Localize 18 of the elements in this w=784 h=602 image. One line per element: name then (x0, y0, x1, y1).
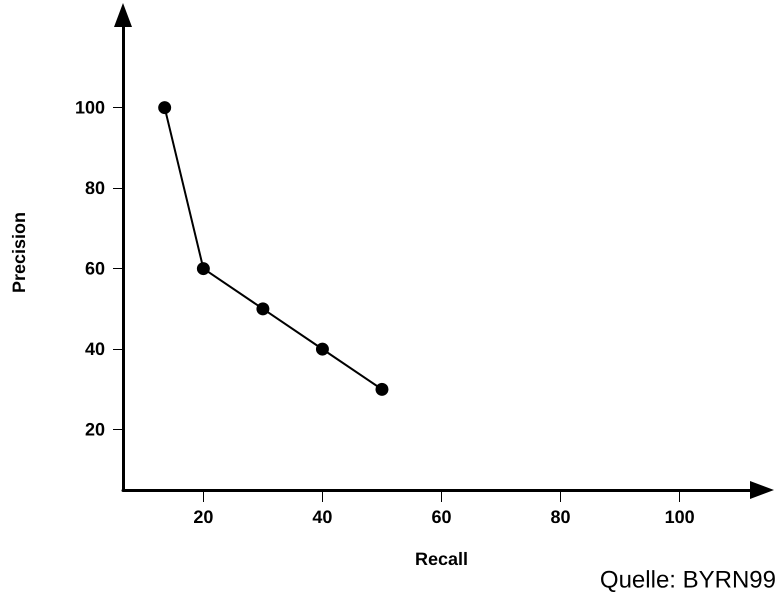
x-axis-title: Recall (414, 549, 468, 569)
point (196, 262, 210, 276)
y-tick-label: 40 (84, 339, 105, 360)
x-tick-label: 100 (664, 507, 695, 527)
y-tick-label: 60 (84, 258, 105, 279)
point (375, 382, 388, 396)
point (158, 101, 172, 114)
x-tick-label: 60 (431, 507, 452, 527)
y-tick-label: 100 (74, 98, 105, 118)
point (316, 342, 329, 356)
x-tick-label: 20 (193, 507, 214, 527)
y-axis-title: Precision (9, 212, 29, 294)
x-tick-label: 40 (312, 507, 332, 527)
source-note: Quelle: BYRN99 (600, 566, 776, 594)
x-tick-label: 80 (550, 507, 571, 527)
point (256, 302, 270, 316)
y-tick-label: 80 (84, 178, 105, 198)
y-tick-label: 20 (84, 420, 105, 440)
